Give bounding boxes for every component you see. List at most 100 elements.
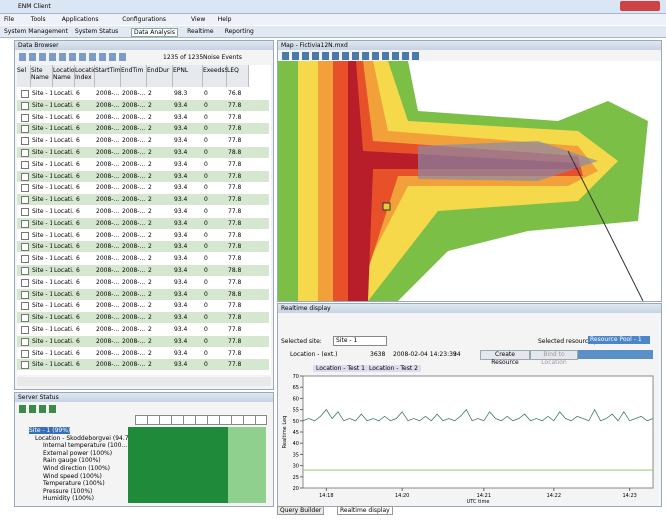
checkbox[interactable] [21, 290, 29, 299]
tree-item[interactable]: Wind speed (100%) [43, 472, 102, 480]
table-row[interactable]: Site - 1Locati...62008-...2008-...293.40… [17, 182, 269, 194]
table-row[interactable]: Site - 1Locati...62008-...2008-...293.40… [17, 241, 269, 253]
checkbox[interactable] [21, 101, 29, 110]
tree-item[interactable]: Pressure (100%) [43, 487, 93, 495]
checkbox[interactable] [21, 231, 29, 240]
tree-item[interactable]: Site - 1 (99%) [29, 427, 71, 434]
column-header[interactable]: Location Index [75, 65, 100, 87]
bottom-tab[interactable]: Query Builder [277, 506, 325, 515]
table-cell: 2 [148, 267, 152, 274]
menu-item[interactable]: File [4, 16, 15, 23]
table-row[interactable]: Site - 1Locati...62008-...2008-...293.40… [17, 158, 269, 170]
tree-item[interactable]: Location - Skoddeborgvei (94.7... [35, 434, 135, 442]
table-row[interactable]: Site - 1Locati...62008-...2008-...293.40… [17, 300, 269, 312]
checkbox[interactable] [21, 113, 29, 122]
timeline[interactable] [135, 415, 267, 425]
checkbox[interactable] [21, 267, 29, 275]
column-header[interactable]: EPNL [173, 65, 203, 87]
column-header[interactable]: EndDur [147, 65, 173, 87]
checkbox[interactable] [21, 314, 29, 323]
window-controls[interactable] [620, 1, 660, 11]
menu-item[interactable]: Tools [30, 16, 46, 23]
column-filters[interactable] [17, 377, 271, 386]
table-row[interactable]: Site - 1Locati...62008-...2008-...293.40… [17, 206, 269, 217]
toolbar[interactable] [19, 53, 129, 61]
checkbox[interactable] [21, 243, 29, 252]
menu-item[interactable]: Help [217, 16, 232, 23]
table-cell: 77.8 [228, 113, 242, 121]
column-header[interactable]: LEQ [227, 65, 249, 87]
map-toolbar[interactable] [282, 52, 422, 60]
checkbox[interactable] [21, 255, 29, 264]
pool-select[interactable]: Resource Pool - 1 [588, 336, 650, 344]
tab[interactable]: Reporting [224, 28, 254, 35]
map[interactable] [278, 61, 661, 301]
site-select[interactable]: Site - 1 [333, 336, 387, 346]
checkbox[interactable] [21, 184, 29, 193]
tab[interactable]: System Status [74, 28, 119, 35]
table-row[interactable]: Site - 1Locati...62008-...2008-...293.40… [17, 123, 269, 135]
bind-button[interactable]: Bind to Location [530, 350, 578, 366]
table-row[interactable]: Site - 1Locati...62008-...2008-...293.40… [17, 111, 269, 123]
tab[interactable]: Realtime [187, 28, 214, 35]
tree-item[interactable]: Wind direction (100%) [43, 465, 111, 472]
checkbox[interactable] [21, 160, 29, 169]
checkbox[interactable] [21, 278, 29, 287]
bottom-tab[interactable]: Realtime display [337, 506, 393, 515]
checkbox[interactable] [21, 90, 29, 98]
tree-item[interactable]: Internal temperature (100... [43, 442, 128, 450]
checkbox[interactable] [21, 361, 29, 370]
table-row[interactable]: Site - 1Locati...62008-...2008-...293.40… [17, 135, 269, 147]
table-row[interactable]: Site - 1Locati...62008-...2008-...293.40… [17, 347, 269, 359]
toolbar[interactable] [19, 405, 59, 413]
table-cell: 93.4 [174, 208, 188, 215]
table-row[interactable]: Site - 1Locati...62008-...2008-...293.40… [17, 359, 269, 371]
column-header[interactable]: Location Name [53, 65, 78, 87]
table-row[interactable]: Site - 1Locati...62008-...2008-...293.40… [17, 288, 269, 300]
checkbox[interactable] [21, 326, 29, 334]
tree-item[interactable]: Rain gauge (100%) [43, 457, 101, 465]
table-row[interactable]: Site - 1Locati...62008-...2008-...293.40… [17, 335, 269, 347]
table-row[interactable]: Site - 1Locati...62008-...2008-...293.40… [17, 253, 269, 265]
table-row[interactable]: Site - 1Locati...62008-...2008-...293.40… [17, 217, 269, 229]
legend-tab[interactable]: Location - Test 2 [366, 365, 421, 372]
column-header[interactable]: StartTim [95, 65, 121, 87]
table-row[interactable]: Site - 1Locati...62008-...2008-...293.40… [17, 147, 269, 158]
tab[interactable]: System Management [4, 28, 68, 35]
tree-item[interactable]: Temperature (100%) [43, 480, 105, 488]
checkbox[interactable] [21, 219, 29, 228]
legend-tab[interactable]: Location - Test 1 [313, 365, 368, 372]
create-resource-button[interactable]: Create Resource [480, 350, 530, 366]
tab[interactable]: Data Analysis [131, 28, 178, 37]
tree-item[interactable]: External power (100%) [43, 449, 113, 457]
table-row[interactable]: Site - 1Locati...62008-...2008-...293.40… [17, 265, 269, 276]
table-row[interactable]: Site - 1Locati...62008-...2008-...293.40… [17, 170, 269, 182]
checkbox[interactable] [21, 208, 29, 216]
checkbox[interactable] [21, 349, 29, 358]
checkbox[interactable] [21, 302, 29, 311]
table-row[interactable]: Site - 1Locati...62008-...2008-...293.40… [17, 194, 269, 206]
table-row[interactable]: Site - 1Locati...62008-...2008-...293.40… [17, 312, 269, 324]
table-cell: 2008-... [122, 160, 146, 168]
table-row[interactable]: Site - 1Locati...62008-...2008-...298.30… [17, 88, 269, 99]
table-row[interactable]: Site - 1Locati...62008-...2008-...293.40… [17, 229, 269, 241]
column-header[interactable]: Site Name [31, 65, 53, 87]
menu-item[interactable]: View [191, 16, 206, 23]
table-row[interactable]: Site - 1Locati...62008-...2008-...293.40… [17, 276, 269, 288]
column-header[interactable]: ExeedsS [203, 65, 228, 87]
table-cell: Locati... [54, 113, 74, 121]
menu-item[interactable]: Applications [61, 16, 99, 23]
menu-item[interactable]: Configurations [122, 16, 167, 23]
checkbox[interactable] [21, 137, 29, 146]
column-header[interactable]: EndTim [121, 65, 147, 87]
table-row[interactable]: Site - 1Locati...62008-...2008-...293.40… [17, 324, 269, 335]
column-header[interactable]: Sel [17, 65, 31, 87]
table-row[interactable]: Site - 1Locati...62008-...2008-...293.40… [17, 99, 269, 111]
checkbox[interactable] [21, 149, 29, 157]
checkbox[interactable] [21, 196, 29, 205]
location-time: 2008-02-04 14:23:39 [393, 351, 457, 358]
checkbox[interactable] [21, 125, 29, 134]
checkbox[interactable] [21, 172, 29, 181]
tree-item[interactable]: Humidity (100%) [43, 495, 94, 503]
checkbox[interactable] [21, 337, 29, 346]
